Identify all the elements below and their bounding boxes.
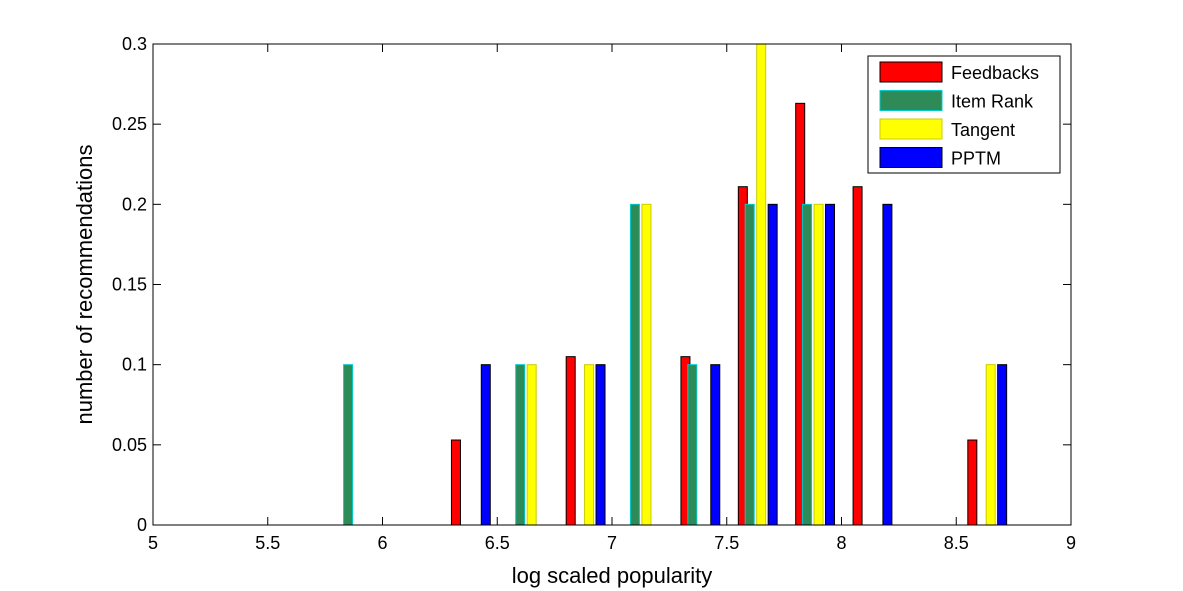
y-tick-label-4: 0.2 xyxy=(122,194,147,214)
bar-pptm-5 xyxy=(480,364,491,526)
legend-swatch-pptm xyxy=(879,147,943,168)
legend-label-pptm: PPTM xyxy=(951,149,1001,169)
legend-label-feedbacks: Feedbacks xyxy=(951,63,1039,83)
x-tick-label-2: 6 xyxy=(377,533,387,553)
y-axis-label: number of recommendations xyxy=(72,144,97,424)
bar-tangent-10 xyxy=(756,43,767,526)
x-tick-label-5: 7.5 xyxy=(714,533,739,553)
bar-tangent-6 xyxy=(526,364,537,526)
bar-pptm-9 xyxy=(710,364,721,526)
y-tick-label-1: 0.05 xyxy=(112,435,147,455)
bar-item-rank-9 xyxy=(687,364,698,526)
ticks-layer: 5 5.5 6 6.5 7 7.5 8 8.5 9 0 0.05 0.1 0.15 0.2 0.25 0.3 xyxy=(112,34,1076,553)
bar-pptm-7 xyxy=(595,364,606,526)
y-tick-label-0: 0 xyxy=(137,515,147,535)
legend-swatch-feedbacks xyxy=(879,61,943,83)
bar-pptm-14 xyxy=(997,364,1008,526)
legend-swatch-tangent xyxy=(879,118,943,140)
legend-label-tangent: Tangent xyxy=(951,120,1015,140)
bar-feedbacks-14 xyxy=(967,439,978,526)
bar-item-rank-8 xyxy=(629,203,640,526)
bar-item-rank-10 xyxy=(744,203,755,526)
x-tick-label-6: 8 xyxy=(836,533,846,553)
legend: Feedbacks Item Rank Tangent PPTM xyxy=(867,55,1061,174)
bar-tangent-7 xyxy=(584,364,595,526)
y-tick-label-5: 0.25 xyxy=(112,114,147,134)
bar-pptm-12 xyxy=(882,203,893,526)
x-axis-label: log scaled popularity xyxy=(512,563,713,588)
y-tick-label-6: 0.3 xyxy=(122,34,147,54)
legend-swatch-item-rank xyxy=(879,90,943,111)
y-tick-label-2: 0.1 xyxy=(122,355,147,375)
x-tick-label-3: 6.5 xyxy=(485,533,510,553)
plot-frame xyxy=(152,43,1072,526)
bar-item-rank-11 xyxy=(802,203,813,526)
bar-item-rank-3 xyxy=(343,364,354,526)
bar-feedbacks-12 xyxy=(852,186,863,526)
bar-feedbacks-7 xyxy=(565,356,576,526)
bar-pptm-11 xyxy=(825,203,836,526)
x-tick-label-1: 5.5 xyxy=(255,533,280,553)
bar-item-rank-6 xyxy=(515,364,526,526)
legend-label-item-rank: Item Rank xyxy=(951,92,1034,112)
x-tick-label-0: 5 xyxy=(148,533,158,553)
bar-tangent-14 xyxy=(985,364,996,526)
x-tick-label-7: 8.5 xyxy=(944,533,969,553)
bar-tangent-11 xyxy=(813,203,824,526)
x-tick-label-8: 9 xyxy=(1066,533,1076,553)
x-tick-label-4: 7 xyxy=(607,533,617,553)
bar-tangent-8 xyxy=(641,203,652,526)
bar-pptm-10 xyxy=(767,203,778,526)
y-tick-label-3: 0.15 xyxy=(112,275,147,295)
bar-feedbacks-5 xyxy=(450,439,461,526)
